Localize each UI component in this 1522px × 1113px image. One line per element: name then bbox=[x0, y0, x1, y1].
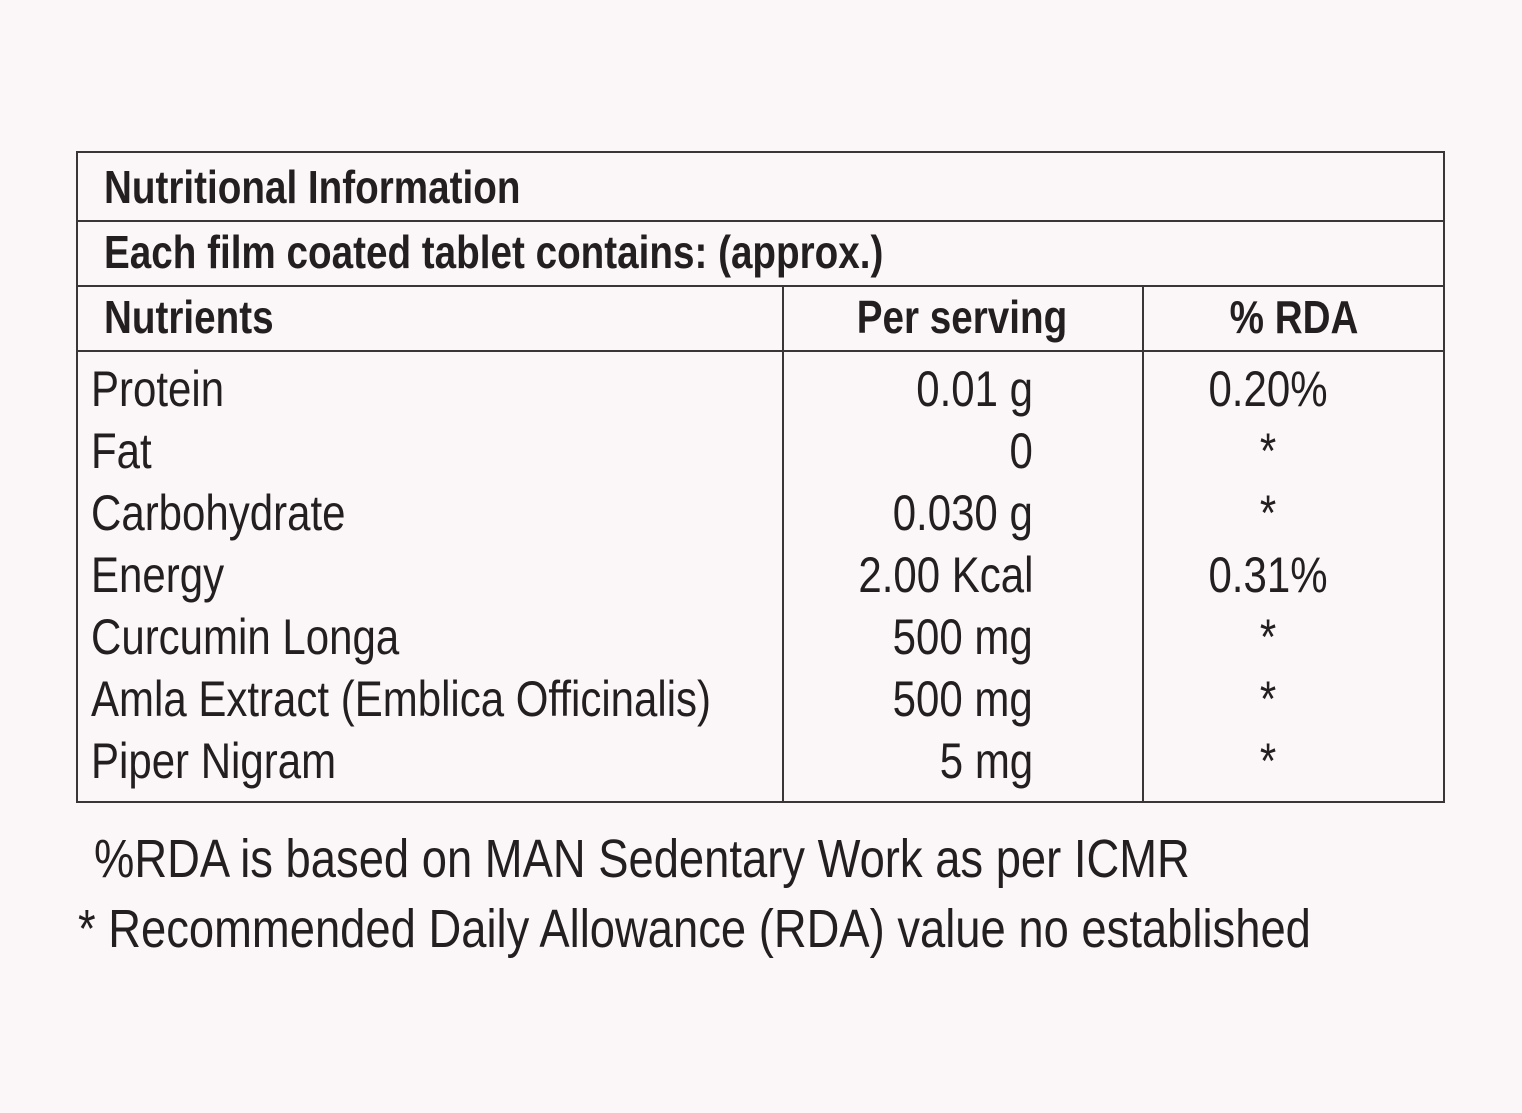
nutrient-name: Fat bbox=[91, 423, 152, 479]
nutrient-name: Protein bbox=[91, 361, 225, 417]
column-divider bbox=[782, 285, 784, 801]
nutrient-name: Piper Nigram bbox=[91, 733, 337, 789]
rda-value: * bbox=[1259, 423, 1277, 479]
rda-basis-note: %RDA is based on MAN Sedentary Work as p… bbox=[94, 829, 1190, 889]
table-subtitle-row: Each film coated tablet contains: (appro… bbox=[78, 220, 1443, 287]
per-serving-value: 0.01 g bbox=[916, 361, 1033, 417]
column-header-per-serving: Per serving bbox=[856, 291, 1068, 343]
table-subtitle: Each film coated tablet contains: (appro… bbox=[104, 226, 884, 278]
column-header-rda: % RDA bbox=[1229, 291, 1359, 343]
table-title: Nutritional Information bbox=[104, 161, 521, 213]
table-row: Piper Nigram 5 mg * bbox=[78, 730, 1443, 792]
column-header-nutrients: Nutrients bbox=[104, 291, 274, 343]
per-serving-value: 500 mg bbox=[892, 609, 1033, 665]
rda-value: * bbox=[1259, 671, 1277, 727]
column-header-row: Nutrients Per serving % RDA bbox=[78, 285, 1443, 352]
rda-value: 0.20% bbox=[1208, 361, 1328, 417]
nutrient-name: Curcumin Longa bbox=[91, 609, 400, 665]
per-serving-value: 5 mg bbox=[939, 733, 1033, 789]
table-row: Amla Extract (Emblica Officinalis) 500 m… bbox=[78, 668, 1443, 730]
rda-value: * bbox=[1259, 485, 1277, 541]
per-serving-value: 500 mg bbox=[892, 671, 1033, 727]
rda-value: * bbox=[1259, 733, 1277, 789]
nutrient-name: Energy bbox=[91, 547, 225, 603]
nutrient-name: Carbohydrate bbox=[91, 485, 346, 541]
column-divider bbox=[1142, 285, 1144, 801]
table-row: Carbohydrate 0.030 g * bbox=[78, 482, 1443, 544]
nutrition-table: Nutritional Information Each film coated… bbox=[76, 151, 1445, 803]
table-body: Protein 0.01 g 0.20% Fat 0 * Carbohydrat… bbox=[78, 353, 1443, 792]
table-row: Energy 2.00 Kcal 0.31% bbox=[78, 544, 1443, 606]
table-row: Protein 0.01 g 0.20% bbox=[78, 358, 1443, 420]
rda-value: * bbox=[1259, 609, 1277, 665]
per-serving-value: 0 bbox=[1009, 423, 1033, 479]
nutrient-name: Amla Extract (Emblica Officinalis) bbox=[91, 671, 712, 727]
rda-asterisk-note: * Recommended Daily Allowance (RDA) valu… bbox=[78, 899, 1311, 959]
table-row: Fat 0 * bbox=[78, 420, 1443, 482]
per-serving-value: 2.00 Kcal bbox=[857, 547, 1033, 603]
table-title-row: Nutritional Information bbox=[78, 153, 1443, 222]
rda-value: 0.31% bbox=[1208, 547, 1328, 603]
table-row: Curcumin Longa 500 mg * bbox=[78, 606, 1443, 668]
per-serving-value: 0.030 g bbox=[892, 485, 1033, 541]
